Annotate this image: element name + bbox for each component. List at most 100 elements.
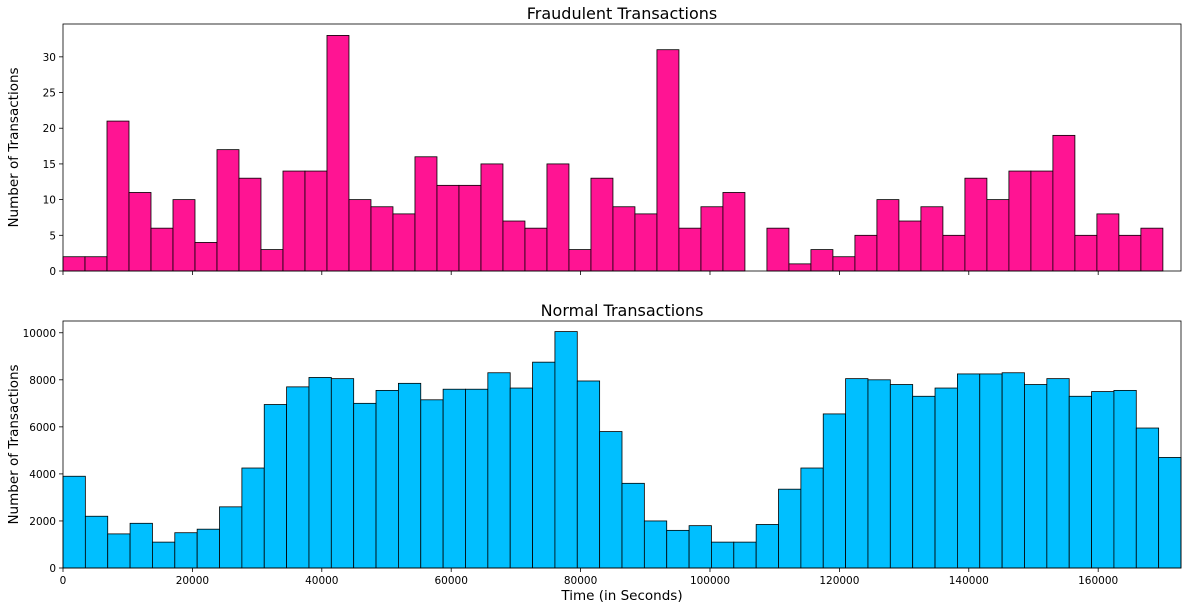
normal-bar-36 (867, 379, 891, 569)
fraud-bar-5 (172, 199, 196, 272)
normal-y-tick-label-1: 2000 (29, 516, 56, 528)
fraud-bar-40 (942, 234, 966, 272)
normal-bar-34 (822, 413, 846, 569)
normal-bar-26 (643, 520, 668, 569)
fraud-bar-48 (1118, 234, 1142, 272)
fraud-bar-27 (656, 49, 680, 272)
fraud-y-tick-label-2: 10 (43, 195, 56, 207)
normal-x-axis-label: Time (in Seconds) (560, 588, 682, 604)
fraud-bar-39 (920, 206, 944, 272)
fraud-bar-4 (150, 227, 174, 272)
fraud-bar-9 (260, 249, 284, 272)
normal-x-tick-label-5: 100000 (690, 575, 730, 587)
fraud-bar-15 (392, 213, 416, 272)
normal-bar-37 (889, 384, 914, 569)
normal-bar-30 (733, 541, 757, 569)
normal-x-tick-label-1: 20000 (176, 575, 209, 587)
fraud-x-ticks (62, 271, 1099, 275)
normal-y-tick-label-4: 8000 (29, 375, 56, 387)
fraud-bar-44 (1030, 170, 1054, 272)
normal-bar-2 (107, 533, 131, 569)
fraud-bar-10 (282, 170, 306, 272)
fraud-bar-47 (1096, 213, 1120, 272)
fraud-bar-45 (1052, 134, 1076, 272)
normal-bar-49 (1158, 457, 1182, 569)
fraud-bar-6 (194, 242, 218, 272)
normal-bar-25 (621, 482, 645, 569)
normal-chart-title: Normal Transactions (541, 301, 704, 320)
normal-bar-19 (487, 372, 511, 569)
normal-bar-11 (308, 377, 332, 569)
fraud-bar-23 (568, 249, 592, 272)
normal-bar-32 (778, 488, 802, 569)
normal-y-tick-label-0: 0 (49, 563, 56, 575)
normal-bar-4 (152, 541, 176, 569)
fraud-bar-28 (678, 227, 702, 272)
fraud-y-tick-label-5: 25 (43, 88, 56, 100)
normal-histogram-panel: Normal Transactions Number of Transactio… (6, 301, 1182, 604)
normal-bar-15 (397, 382, 422, 569)
normal-bar-7 (219, 506, 243, 569)
fraud-bar-25 (612, 206, 636, 272)
normal-bar-40 (957, 373, 981, 569)
fraud-bars (62, 35, 1164, 272)
fraud-bar-3 (128, 192, 152, 272)
fraud-bar-2 (106, 120, 130, 272)
normal-bar-20 (509, 387, 533, 569)
normal-bar-13 (353, 402, 377, 569)
normal-y-axis-label: Number of Transactions (6, 364, 22, 524)
fraud-bar-49 (1140, 227, 1164, 272)
normal-bar-42 (1001, 372, 1025, 569)
normal-bar-31 (755, 524, 779, 569)
fraud-bar-41 (964, 177, 988, 272)
fraud-chart-title: Fraudulent Transactions (527, 4, 718, 23)
normal-bar-17 (442, 388, 466, 569)
fraud-y-axis-label: Number of Transactions (6, 67, 22, 227)
normal-plot-frame (62, 320, 1182, 569)
normal-bar-22 (554, 331, 578, 569)
fraud-bar-18 (458, 184, 482, 272)
normal-bar-9 (263, 404, 287, 569)
fraud-y-tick-label-1: 5 (49, 230, 56, 242)
normal-bar-10 (286, 386, 310, 569)
fraud-bar-36 (854, 234, 878, 272)
normal-x-tick-label-6: 120000 (819, 575, 859, 587)
fraud-bar-33 (788, 263, 812, 272)
fraud-bar-19 (480, 163, 504, 272)
fraud-bar-42 (986, 199, 1010, 272)
fraud-bar-38 (898, 220, 922, 272)
fraud-plot-frame (62, 23, 1182, 272)
normal-bar-39 (934, 387, 958, 569)
normal-y-tick-label-2: 4000 (29, 469, 56, 481)
fraud-y-tick-label-4: 20 (43, 123, 56, 135)
normal-bar-12 (330, 378, 355, 569)
fraud-bar-22 (546, 163, 570, 272)
normal-x-tick-label-0: 0 (60, 575, 67, 587)
fraud-bar-12 (326, 35, 350, 272)
normal-bar-48 (1135, 427, 1160, 569)
normal-bar-28 (688, 525, 712, 569)
fraud-bar-8 (238, 177, 262, 272)
normal-x-tick-label-4: 80000 (564, 575, 597, 587)
normal-bar-14 (375, 389, 399, 569)
normal-bar-5 (174, 532, 198, 569)
normal-bar-33 (800, 467, 824, 569)
normal-bar-16 (420, 399, 444, 569)
normal-bar-23 (576, 380, 601, 569)
normal-bar-29 (711, 541, 735, 569)
normal-bar-1 (84, 515, 109, 569)
normal-bar-35 (845, 378, 869, 569)
fraud-bar-7 (216, 149, 240, 272)
normal-bar-43 (1024, 384, 1048, 569)
normal-bar-24 (599, 431, 623, 569)
normal-bar-47 (1113, 389, 1137, 569)
normal-x-tick-label-2: 40000 (305, 575, 338, 587)
fraud-bar-30 (722, 192, 746, 272)
fraud-bar-46 (1074, 234, 1098, 272)
fraud-bar-13 (348, 199, 372, 272)
normal-bar-8 (241, 467, 265, 569)
fraud-y-tick-label-0: 0 (49, 266, 56, 278)
normal-bar-21 (532, 361, 556, 569)
fraud-bar-32 (766, 227, 790, 272)
